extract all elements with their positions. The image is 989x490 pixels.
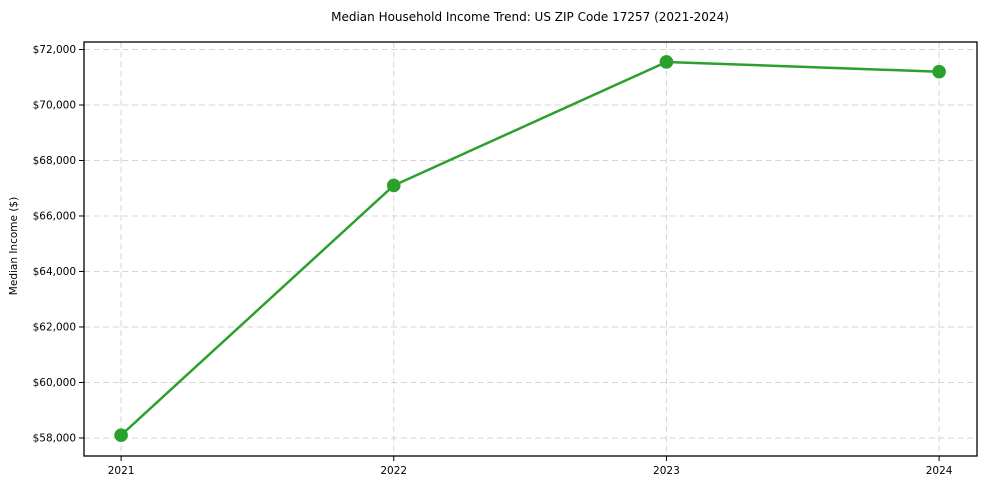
data-point-marker <box>114 428 128 442</box>
y-tick-label: $62,000 <box>33 322 76 334</box>
y-tick-label: $58,000 <box>33 433 76 445</box>
plot-border <box>83 41 978 457</box>
x-tick-label: 2023 <box>653 465 680 477</box>
y-tick-label: $72,000 <box>33 44 76 56</box>
y-tick-label: $60,000 <box>33 377 76 389</box>
x-tick-label: 2022 <box>380 465 407 477</box>
chart-title: Median Household Income Trend: US ZIP Co… <box>331 10 729 24</box>
trend-line <box>120 60 940 437</box>
y-tick-label: $66,000 <box>33 211 76 223</box>
y-tick-label: $70,000 <box>33 100 76 112</box>
x-tick-label: 2021 <box>108 465 135 477</box>
series-layer <box>114 55 946 442</box>
tick-layer: $58,000 $60,000 $62,000 $64,000 $66,000 $68,0… <box>33 44 953 477</box>
data-point-marker <box>659 55 674 69</box>
y-tick-label: $68,000 <box>33 155 76 167</box>
x-tick-label: 2024 <box>926 465 953 477</box>
y-tick-label: $64,000 <box>33 266 76 278</box>
data-point-marker <box>932 64 946 79</box>
y-axis-label: Median Income ($) <box>8 197 20 295</box>
data-point-marker <box>386 178 401 193</box>
grid-layer <box>84 42 977 456</box>
